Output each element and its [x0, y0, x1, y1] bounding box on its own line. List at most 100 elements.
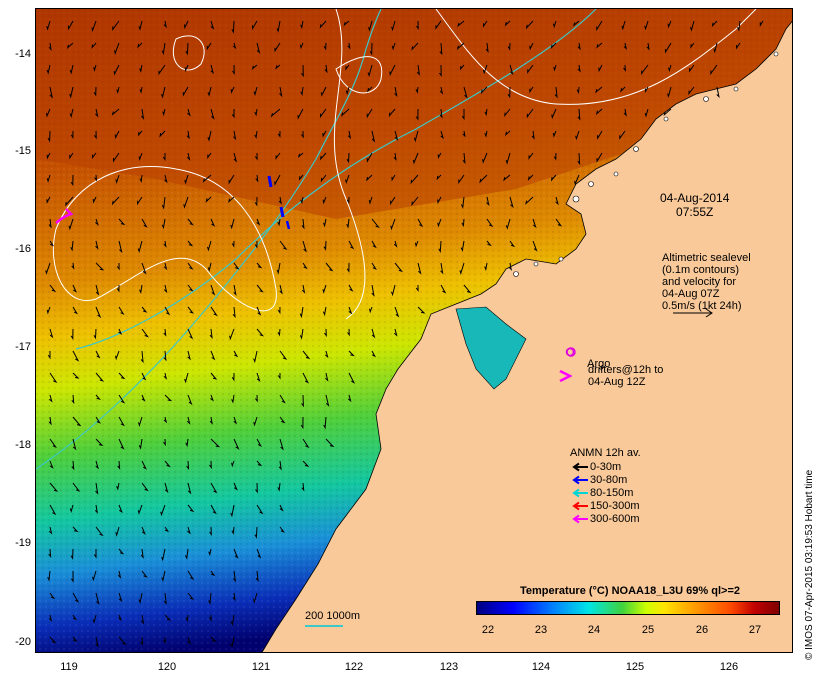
velocity-arrow	[46, 20, 51, 31]
velocity-arrow	[47, 351, 51, 360]
velocity-arrow	[412, 152, 419, 165]
velocity-arrow	[663, 108, 672, 117]
velocity-arrow	[596, 152, 603, 163]
velocity-arrow	[210, 350, 216, 361]
velocity-arrow	[232, 592, 236, 602]
velocity-arrow	[209, 460, 212, 470]
velocity-arrow	[113, 64, 120, 76]
velocity-arrow	[46, 196, 51, 204]
velocity-arrow	[480, 86, 488, 95]
velocity-arrow	[233, 548, 239, 559]
velocity-arrow	[371, 284, 375, 297]
velocity-arrow	[417, 306, 426, 314]
velocity-arrow	[163, 592, 167, 605]
velocity-arrow	[231, 240, 235, 248]
velocity-arrow	[187, 570, 195, 580]
velocity-arrow	[141, 460, 147, 470]
velocity-arrow	[277, 482, 281, 492]
velocity-arrow	[644, 20, 649, 31]
velocity-arrow	[390, 196, 396, 206]
velocity-arrow	[461, 109, 465, 121]
velocity-arrow	[228, 196, 235, 204]
velocity-arrow	[529, 42, 534, 51]
sst-map[interactable]	[35, 8, 793, 653]
velocity-arrow	[346, 262, 350, 273]
velocity-arrow	[72, 416, 82, 427]
velocity-arrow	[163, 20, 167, 29]
velocity-arrow	[319, 108, 327, 119]
velocity-arrow	[391, 42, 396, 51]
lat-tick: -20	[15, 636, 31, 648]
velocity-arrow	[275, 152, 281, 160]
velocity-arrow	[371, 350, 377, 358]
velocity-arrow	[187, 636, 192, 645]
velocity-arrow	[187, 526, 191, 535]
velocity-arrow	[577, 152, 581, 166]
velocity-arrow	[347, 42, 351, 50]
velocity-arrow	[92, 614, 97, 624]
velocity-arrow	[111, 196, 120, 206]
velocity-arrow	[640, 64, 649, 76]
velocity-arrow	[300, 416, 304, 430]
isobath-scale-line	[305, 625, 343, 627]
velocity-arrow	[438, 240, 442, 254]
velocity-arrow	[114, 42, 120, 56]
velocity-arrow	[394, 306, 400, 318]
velocity-arrow	[348, 284, 354, 292]
velocity-arrow	[161, 42, 166, 56]
date-label: 04-Aug-2014 07:55Z	[660, 191, 730, 219]
velocity-arrow	[233, 482, 238, 491]
velocity-arrow	[95, 108, 99, 118]
velocity-arrow	[644, 108, 649, 118]
velocity-arrow	[232, 42, 237, 50]
velocity-arrow	[251, 64, 258, 70]
velocity-arrow	[72, 306, 79, 315]
velocity-arrow	[141, 394, 146, 402]
velocity-arrow	[527, 174, 534, 181]
velocity-arrow	[184, 548, 189, 560]
velocity-arrow	[115, 174, 120, 184]
lat-tick: -14	[15, 48, 31, 60]
velocity-arrow	[118, 372, 126, 380]
velocity-arrow	[72, 438, 77, 451]
velocity-arrow	[369, 306, 373, 314]
velocity-arrow	[505, 218, 511, 230]
velocity-arrow	[232, 570, 237, 583]
velocity-arrow	[233, 416, 238, 425]
velocity-arrow	[210, 482, 218, 494]
velocity-arrow	[49, 284, 57, 293]
velocity-arrow	[141, 306, 148, 313]
velocity-arrow	[208, 548, 212, 557]
velocity-arrow	[623, 108, 627, 117]
velocity-arrow	[389, 64, 396, 77]
velocity-arrow	[118, 240, 123, 254]
velocity-arrow	[253, 350, 258, 364]
velocity-arrow	[46, 152, 51, 160]
velocity-arrow	[366, 108, 373, 119]
velocity-arrow	[256, 284, 264, 293]
velocity-arrow	[163, 350, 167, 362]
velocity-arrow	[48, 416, 52, 426]
velocity-arrow	[210, 20, 215, 30]
velocity-arrow	[184, 64, 189, 73]
velocity-arrow	[95, 350, 101, 359]
velocity-arrow	[255, 570, 259, 583]
velocity-arrow	[644, 86, 649, 94]
velocity-arrow	[140, 350, 144, 364]
velocity-arrow	[95, 262, 105, 271]
anmn-markers	[267, 175, 291, 230]
velocity-arrow	[116, 482, 120, 491]
velocity-arrow	[163, 328, 167, 337]
velocity-arrow	[256, 42, 261, 54]
velocity-arrow	[186, 152, 191, 161]
velocity-arrow	[49, 482, 59, 492]
velocity-arrow	[277, 373, 281, 380]
velocity-arrow	[95, 482, 99, 495]
velocity-arrow	[277, 328, 281, 337]
velocity-arrow	[161, 218, 166, 230]
velocity-arrow	[187, 328, 194, 340]
drifter-chevron-icon	[559, 369, 572, 383]
velocity-arrow	[164, 526, 170, 533]
velocity-arrow	[254, 152, 258, 161]
velocity-arrow	[532, 218, 537, 229]
